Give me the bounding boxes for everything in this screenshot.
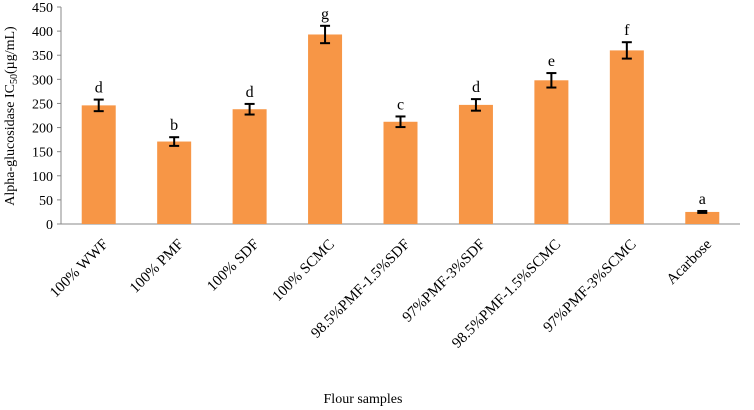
- significance-letter: d: [246, 84, 254, 101]
- bar: [383, 121, 418, 224]
- bar: [232, 109, 267, 224]
- bar-item: g: [308, 6, 343, 225]
- bar: [458, 104, 493, 224]
- y-tick-label: 250: [32, 97, 53, 112]
- x-category-label: 100% SCMC: [270, 237, 338, 305]
- bar: [308, 34, 343, 225]
- significance-letter: b: [170, 117, 178, 134]
- error-bar: [169, 136, 180, 147]
- bars-group: d b d g c d e f a: [81, 6, 720, 225]
- significance-letter: f: [624, 22, 630, 39]
- y-tick-label: 200: [32, 122, 53, 137]
- significance-letter: d: [95, 80, 103, 97]
- x-category-label: 100% SDF: [204, 237, 262, 295]
- significance-letter: c: [397, 96, 404, 113]
- y-tick-label: 150: [32, 146, 53, 161]
- error-bar: [546, 72, 557, 89]
- bar-item: c: [383, 96, 418, 224]
- bar: [81, 105, 116, 224]
- x-category-label: 97%PMF-3%SDF: [400, 237, 489, 326]
- error-bar: [697, 209, 708, 214]
- y-tick-label: 0: [46, 218, 53, 233]
- x-category-label: Acarbose: [664, 236, 716, 288]
- y-axis-title-main: Alpha-glucosidase IC: [3, 84, 18, 206]
- bar: [534, 80, 569, 224]
- significance-letter: g: [321, 6, 329, 23]
- bar-item: e: [534, 53, 569, 224]
- y-axis-title-unit: (µg/mL): [3, 26, 18, 74]
- error-bar: [320, 24, 331, 45]
- bar: [157, 141, 192, 224]
- significance-letter: d: [472, 79, 480, 96]
- y-tick-label: 450: [32, 1, 53, 16]
- y-axis-title-subscript: 50: [9, 74, 20, 84]
- y-tick-label: 350: [32, 49, 53, 64]
- error-bar: [395, 115, 406, 129]
- significance-letter: e: [548, 53, 555, 70]
- error-bar: [244, 102, 255, 116]
- y-tick-label: 50: [39, 194, 53, 209]
- svg-text:Alpha-glucosidase IC50(µg/mL): Alpha-glucosidase IC50(µg/mL): [3, 26, 20, 206]
- x-axis-title: Flour samples: [324, 392, 403, 407]
- y-axis-ticks: 0 50 100 150 200 250 300 350 400 450: [32, 1, 61, 233]
- bar-item: d: [81, 80, 116, 224]
- error-bar: [621, 41, 632, 60]
- bar-item: f: [609, 22, 644, 225]
- bar-item: d: [232, 84, 267, 224]
- bar-item: d: [458, 79, 493, 224]
- bar: [609, 50, 644, 225]
- x-category-label: 100% PMF: [127, 237, 187, 297]
- bar-item: a: [685, 191, 720, 224]
- y-tick-label: 300: [32, 73, 53, 88]
- x-category-label: 100% WWF: [47, 237, 111, 301]
- x-axis-category-labels: 100% WWF 100% PMF 100% SDF 100% SCMC98.5%PM…: [47, 236, 715, 351]
- y-tick-label: 400: [32, 25, 53, 40]
- error-bar: [470, 98, 481, 112]
- y-tick-label: 100: [32, 170, 53, 185]
- bar-item: b: [157, 117, 192, 224]
- bar: [685, 211, 720, 224]
- error-bar: [93, 98, 104, 113]
- y-axis-title: Alpha-glucosidase IC50(µg/mL): [3, 26, 20, 206]
- significance-letter: a: [699, 191, 706, 208]
